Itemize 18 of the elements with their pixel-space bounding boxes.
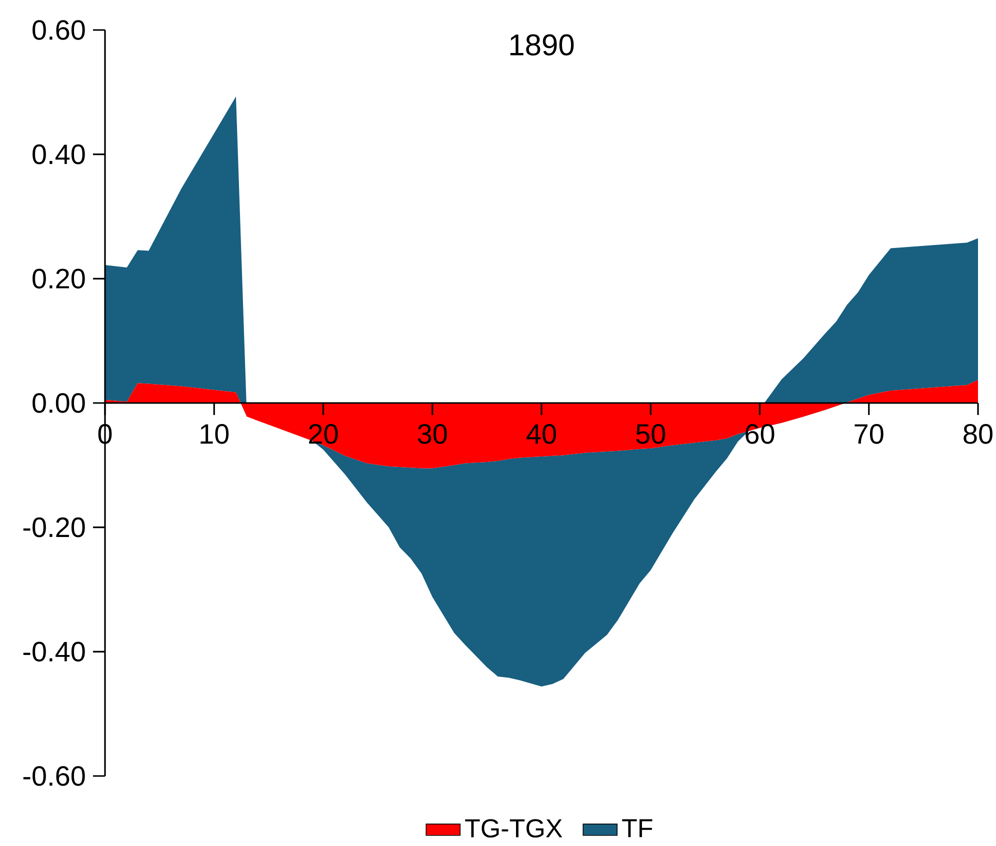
legend-label: TG-TGX xyxy=(465,819,562,838)
x-tick-label: 60 xyxy=(746,424,774,444)
x-tick-label: 10 xyxy=(200,424,229,444)
chart-title: 1890 xyxy=(510,34,574,56)
y-tick-label: -0.60 xyxy=(23,766,85,786)
y-tick-label: 0.40 xyxy=(32,144,85,164)
y-tick-label: 0.00 xyxy=(32,393,85,413)
legend-label: TF xyxy=(622,819,652,838)
y-tick-label: 0.20 xyxy=(32,268,85,289)
y-tick-label: -0.20 xyxy=(23,517,85,538)
y-tick-label: -0.40 xyxy=(23,642,85,662)
y-tick-label: 0.60 xyxy=(32,20,85,40)
x-tick-label: 50 xyxy=(636,424,666,444)
x-tick-label: 30 xyxy=(418,424,447,444)
x-tick-label: 20 xyxy=(309,424,338,444)
x-tick-label: 70 xyxy=(854,424,884,444)
x-tick-label: 80 xyxy=(964,424,992,444)
x-tick-label: 40 xyxy=(526,424,556,444)
